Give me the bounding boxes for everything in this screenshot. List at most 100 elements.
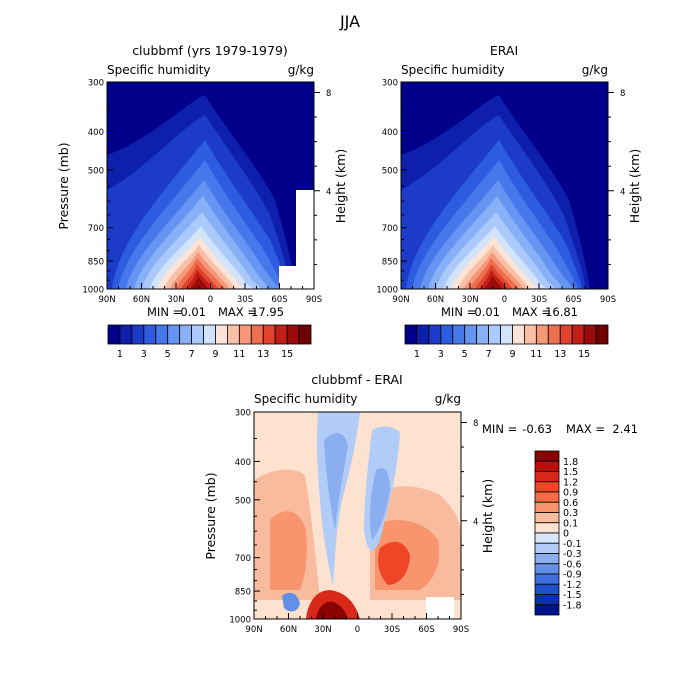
colorbar-swatch	[547, 324, 561, 345]
x-tick-label: 30N	[167, 295, 184, 305]
panel-obs-field	[401, 82, 608, 289]
x-tick-label: 30S	[531, 295, 547, 305]
colorbar-swatch	[534, 594, 560, 606]
colorbar-tick-label: 0.1	[563, 518, 578, 529]
panel-model-title: clubbmf (yrs 1979-1979)	[132, 43, 288, 58]
y-tick-label: 700	[88, 224, 104, 234]
y-tick-label: 850	[382, 258, 398, 268]
colorbar-tick-label: 1.2	[563, 477, 578, 488]
diff-positive-mid	[270, 511, 307, 590]
panel-obs-y2label: Height (km)	[627, 149, 642, 223]
colorbar-tick-label: 5	[165, 349, 171, 360]
panel-diff-units-label: g/kg	[435, 392, 461, 406]
colorbar-swatch	[595, 324, 609, 345]
x-tick-label: 60N	[427, 295, 444, 305]
x-tick-label: 30N	[314, 625, 331, 635]
colorbar-swatch	[534, 532, 560, 544]
diff-negative-near-surface	[282, 592, 300, 612]
colorbar-tick-label: 3	[141, 349, 147, 360]
colorbar-swatch	[488, 324, 501, 345]
y2-tick-label: 8	[326, 89, 331, 99]
colorbar-swatch	[534, 481, 560, 493]
stats-max-label: MAX =	[218, 305, 257, 319]
colorbar-swatch	[440, 324, 454, 345]
colorbar-swatch	[203, 324, 216, 345]
y-tick-label: 1000	[376, 286, 398, 296]
colorbar-swatch	[512, 324, 525, 345]
stats-min-value: 0.01	[180, 305, 206, 319]
y-tick-label: 300	[88, 79, 104, 89]
stats-max-label: MAX =	[566, 422, 605, 436]
colorbar-tick-label: 0	[563, 529, 569, 540]
colorbar-swatch	[464, 324, 478, 345]
y-tick-label: 1000	[82, 286, 104, 296]
panel-model-variable-label: Specific humidity	[107, 63, 211, 77]
panel-obs-title: ERAI	[490, 43, 518, 58]
y-tick-label: 700	[382, 224, 398, 234]
y-tick-label: 500	[88, 166, 104, 176]
y2-tick-label: 8	[620, 89, 625, 99]
y-tick-label: 400	[88, 128, 104, 138]
colorbar-tick-label: 9	[509, 349, 515, 360]
y-tick-label: 500	[235, 496, 251, 506]
colorbar-swatch	[571, 324, 585, 345]
colorbar-tick-label: -0.1	[563, 539, 582, 550]
y-tick-label: 400	[235, 458, 251, 468]
diff-positive-surface	[316, 601, 348, 619]
x-tick-label: 60N	[280, 625, 297, 635]
stats-min-label: MIN =	[441, 305, 476, 319]
panel-obs-axes: 300 400 500 700 850 1000 8 4 90N 60N 30N 0 30S 60S 90S	[376, 79, 625, 306]
colorbar-tick-label: 1.5	[563, 467, 578, 478]
colorbar-tick-label: -0.3	[563, 549, 582, 560]
colorbar-tick-label: -1.8	[563, 600, 582, 611]
panel-obs-variable-label: Specific humidity	[401, 63, 505, 77]
stats-min-label: MIN =	[482, 422, 517, 436]
x-tick-label: 60S	[418, 625, 434, 635]
colorbar-swatch	[476, 324, 489, 345]
stats-min-value: -0.63	[522, 422, 552, 436]
panel-model-colorbar: 1 3 5 7 9 11 13 15	[107, 324, 312, 360]
stats-min-value: 0.01	[474, 305, 500, 319]
y-tick-label: 700	[235, 554, 251, 564]
field-missing-area	[279, 266, 299, 289]
colorbar-swatch	[131, 324, 145, 345]
x-tick-label: 30S	[237, 295, 253, 305]
colorbar-swatch	[107, 324, 121, 345]
colorbar-swatch	[452, 324, 466, 345]
panel-model-stats: MIN = 0.01 MAX = 17.95	[147, 305, 284, 319]
colorbar-swatch	[535, 324, 549, 345]
colorbar-swatch	[274, 324, 288, 345]
colorbar-swatch	[534, 542, 560, 554]
colorbar-swatch	[559, 324, 573, 345]
panel-model-axes: 300 400 500 700 850 1000 8 4 90N 60N 30N 0 30S 60S 90S	[82, 79, 331, 306]
x-tick-label: 0	[355, 625, 360, 635]
y2-tick-label: 4	[473, 517, 478, 527]
colorbar-swatch	[534, 450, 560, 462]
colorbar-tick-label: -1.5	[563, 590, 582, 601]
x-tick-label: 90S	[600, 295, 616, 305]
colorbar-swatch	[298, 324, 312, 345]
colorbar-swatch	[191, 324, 204, 345]
y-tick-label: 500	[382, 166, 398, 176]
colorbar-swatch	[534, 460, 560, 472]
colorbar-tick-label: 9	[212, 349, 218, 360]
panel-diff-stats: MIN = -0.63 MAX = 2.41	[482, 422, 638, 436]
colorbar-swatch	[179, 324, 192, 345]
panel-diff-ylabel: Pressure (mb)	[203, 472, 218, 559]
panel-diff-field	[254, 412, 461, 619]
panel-model-field	[107, 82, 314, 289]
colorbar-tick-label: 0.6	[563, 498, 578, 509]
panel-diff-variable-label: Specific humidity	[254, 392, 358, 406]
field-level-16	[190, 276, 209, 289]
panel-diff-axes: 300 400 500 700 850 1000 8 4 90N 60N 30N 0 30S 60S 90S	[229, 409, 478, 636]
colorbar-swatch	[500, 324, 513, 345]
panel-diff-colorbar: 1.81.51.20.90.60.30.10-0.1-0.3-0.6-0.9-1…	[534, 450, 582, 616]
colorbar-swatch	[534, 512, 560, 524]
y-tick-label: 850	[88, 258, 104, 268]
colorbar-swatch	[119, 324, 133, 345]
colorbar-swatch	[416, 324, 430, 345]
y-tick-label: 400	[382, 128, 398, 138]
colorbar-swatch	[534, 573, 560, 585]
field-missing-area	[426, 597, 454, 619]
